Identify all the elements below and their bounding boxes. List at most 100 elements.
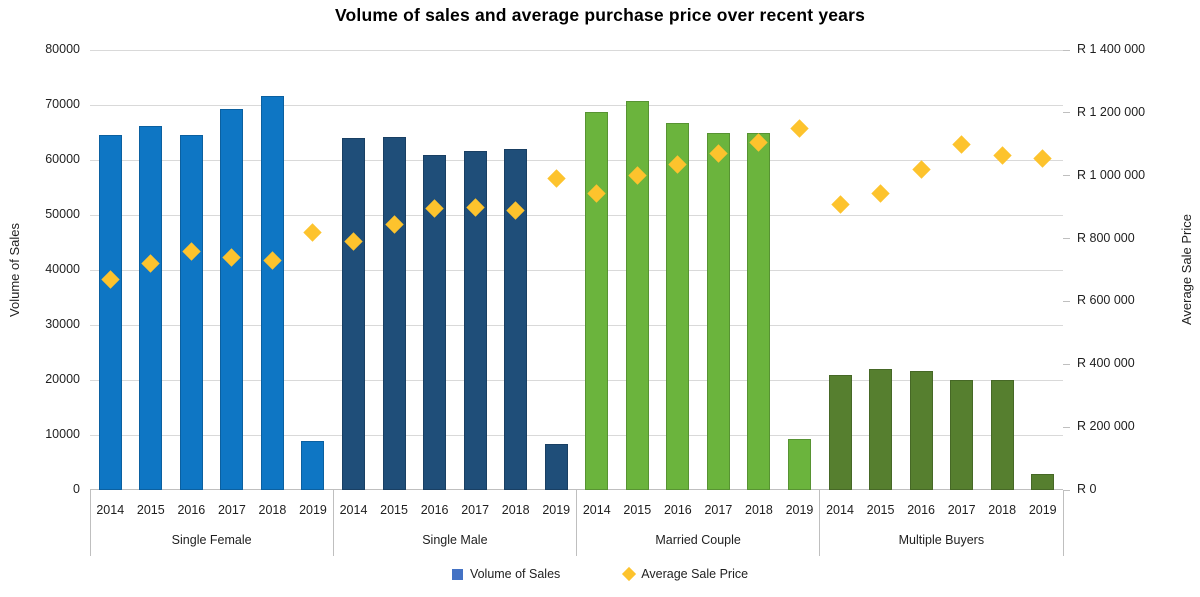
price-marker-single-female-2019 [303, 223, 323, 242]
legend-item-volume: Volume of Sales [451, 567, 561, 581]
left-axis-tick-label: 10000 [45, 427, 80, 441]
x-axis-year-label: 2014 [339, 503, 368, 517]
bar-single-female-2014 [98, 135, 122, 490]
bar-married-couple-2015 [625, 101, 649, 490]
price-marker-multiple-buyers-2014 [830, 194, 850, 214]
category-separator [576, 490, 577, 556]
right-axis-tick-label: R 800 000 [1077, 230, 1135, 245]
bar-single-female-2016 [179, 135, 203, 490]
gridline [90, 434, 1063, 436]
legend-label-price: Average Sale Price [641, 567, 749, 581]
right-axis-tick-label: R 600 000 [1077, 293, 1135, 308]
right-axis-tick-mark [1063, 49, 1070, 51]
x-axis-year-label: 2015 [136, 503, 165, 517]
bar-multiple-buyers-2015 [869, 369, 893, 490]
x-axis-year-label: 2019 [542, 503, 571, 517]
bar-single-male-2016 [423, 154, 447, 490]
gridline [90, 269, 1063, 271]
bar-multiple-buyers-2018 [990, 380, 1014, 490]
x-axis-year-label: 2016 [907, 503, 935, 517]
price-marker-multiple-buyers-2016 [911, 160, 931, 179]
category-separator [89, 490, 91, 556]
left-axis-tick-label: 80000 [45, 42, 80, 56]
bar-single-male-2019 [544, 444, 568, 490]
gridline [90, 324, 1063, 326]
bar-single-female-2015 [139, 125, 163, 490]
left-axis-tick-label: 20000 [45, 372, 80, 386]
bar-married-couple-2018 [747, 132, 771, 490]
legend-item-price: Average Sale Price [622, 566, 749, 582]
right-axis-tick-mark [1063, 175, 1070, 177]
bar-multiple-buyers-2019 [1031, 473, 1055, 490]
right-axis-tick-mark [1063, 238, 1070, 240]
x-axis-year-label: 2016 [420, 503, 449, 517]
right-axis-tick-mark [1063, 112, 1070, 114]
right-axis-tick-mark [1063, 426, 1070, 428]
x-axis-year-label: 2019 [299, 503, 327, 517]
x-axis-year-label: 2015 [866, 503, 895, 517]
bar-multiple-buyers-2014 [828, 374, 852, 490]
x-axis-group-label: Single Female [171, 533, 252, 547]
bar-single-female-2018 [260, 95, 284, 490]
x-axis-year-label: 2014 [96, 503, 125, 517]
gridline [90, 159, 1063, 161]
bar-married-couple-2016 [666, 122, 690, 490]
x-axis-year-label: 2016 [663, 503, 692, 517]
bar-multiple-buyers-2016 [909, 370, 933, 490]
chart-title: Volume of sales and average purchase pri… [334, 5, 866, 25]
x-axis-year-label: 2017 [217, 503, 246, 517]
bar-married-couple-2017 [706, 132, 730, 490]
right-axis-tick-label: R 1 400 000 [1077, 42, 1146, 56]
price-marker-multiple-buyers-2015 [871, 183, 890, 203]
volume-of-sales-square-icon [451, 568, 463, 580]
legend-label-volume: Volume of Sales [469, 567, 561, 581]
x-axis-group-label: Multiple Buyers [898, 533, 985, 547]
average-sale-price-diamond-icon [622, 566, 637, 582]
left-axis-tick-label: 60000 [45, 152, 80, 166]
left-axis-tick-label: 50000 [45, 207, 80, 221]
x-axis-year-label: 2019 [1028, 503, 1057, 517]
x-axis-year-label: 2016 [177, 503, 206, 517]
plot-area [90, 49, 1063, 490]
bar-single-male-2017 [463, 151, 487, 490]
bar-single-female-2019 [301, 440, 325, 490]
right-axis-title-box: Average Sale Price [1176, 50, 1196, 490]
bar-single-male-2015 [382, 136, 406, 490]
right-axis-tick-mark [1063, 363, 1070, 365]
x-axis-year-label: 2018 [745, 503, 773, 517]
x-axis-year-label: 2018 [988, 503, 1017, 517]
left-axis-tick-label: 70000 [45, 97, 80, 111]
category-separator [332, 490, 334, 556]
bar-married-couple-2019 [787, 439, 811, 490]
x-axis-year-label: 2017 [947, 503, 976, 517]
legend: Volume of Sales Average Sale Price [0, 566, 1200, 582]
x-axis-line [90, 489, 1063, 490]
right-axis-tick-mark [1063, 489, 1070, 491]
price-marker-multiple-buyers-2019 [1033, 149, 1052, 168]
left-axis-tick-label: 0 [73, 482, 80, 496]
x-axis-year-label: 2014 [826, 503, 854, 517]
left-axis-tick-label: 40000 [45, 262, 80, 276]
bar-single-male-2018 [504, 149, 528, 490]
gridline [90, 379, 1063, 381]
right-axis-tick-label: R 400 000 [1077, 356, 1135, 371]
x-axis-year-label: 2019 [785, 503, 814, 517]
x-axis-group-label: Married Couple [655, 533, 741, 547]
x-axis-year-label: 2017 [461, 503, 490, 517]
right-axis-tick-mark [1063, 300, 1070, 302]
x-axis-year-label: 2018 [258, 503, 287, 517]
gridline [90, 214, 1063, 216]
category-separator [1062, 490, 1064, 556]
price-marker-multiple-buyers-2018 [992, 146, 1012, 165]
bar-multiple-buyers-2017 [950, 380, 974, 490]
right-axis-tick-label: R 200 000 [1077, 419, 1135, 434]
category-separator [819, 490, 821, 556]
x-axis-year-label: 2015 [380, 503, 408, 517]
right-axis-tick-label: R 1 200 000 [1077, 104, 1146, 119]
x-axis-year-label: 2017 [704, 503, 733, 517]
bar-single-female-2017 [220, 108, 244, 490]
bar-single-male-2014 [342, 138, 366, 490]
right-axis-title: Average Sale Price [1178, 214, 1194, 326]
gridline [90, 104, 1063, 106]
